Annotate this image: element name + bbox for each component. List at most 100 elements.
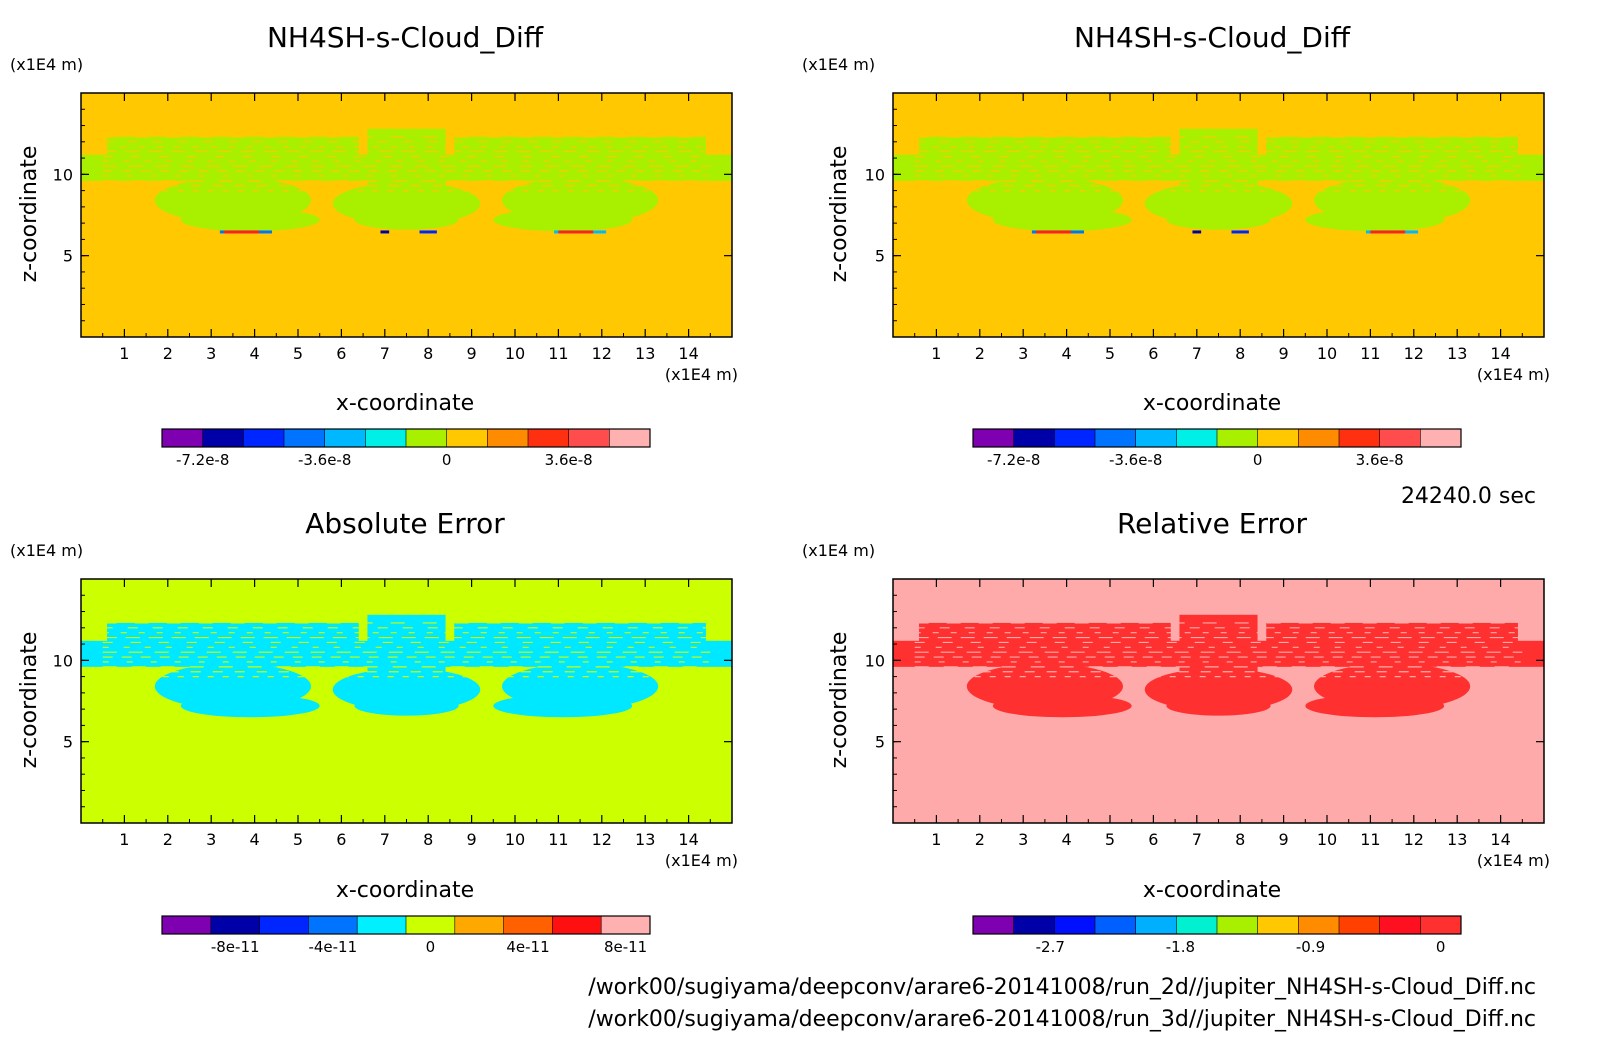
y-tick-label: 10: [53, 165, 73, 184]
y-unit-label: (x1E4 m): [10, 541, 83, 560]
colorbar-swatch: [1298, 916, 1340, 934]
cloud-base-right: [493, 694, 633, 718]
x-tick-label: 1: [931, 344, 941, 363]
cloud-pattern: [81, 128, 732, 234]
colorbar-label: -4e-11: [308, 938, 357, 956]
colorbar-label: 0: [1253, 451, 1263, 469]
x-tick-label: 7: [380, 344, 390, 363]
x-axis-label: x-coordinate: [336, 878, 474, 903]
cloud-base-center: [1166, 696, 1271, 716]
colorbar-swatch: [1013, 429, 1055, 447]
x-tick-label: 7: [1192, 344, 1202, 363]
x-tick-label: 11: [1360, 830, 1380, 849]
colorbar-label: 0: [1436, 938, 1446, 956]
cloud-feature: [1231, 230, 1249, 234]
y-axis-label: z-coordinate: [17, 632, 42, 769]
x-tick-label: 3: [1018, 344, 1028, 363]
colorbar-swatch: [324, 429, 366, 447]
colorbar-label: -0.9: [1296, 938, 1325, 956]
cloud-base-left: [180, 694, 320, 718]
cloud-band-top-right: [1266, 622, 1518, 645]
x-tick-label: 4: [250, 830, 260, 849]
x-axis-label: x-coordinate: [1143, 878, 1281, 903]
x-tick-label: 2: [975, 344, 985, 363]
colorbar-swatch: [259, 916, 309, 934]
colorbar-swatch: [162, 429, 204, 447]
colorbar-label: 0: [442, 451, 452, 469]
cloud-feature: [1036, 230, 1071, 234]
cloud-feature: [380, 230, 390, 234]
colorbar-label: -3.6e-8: [298, 451, 351, 469]
colorbar-swatch: [454, 916, 505, 934]
colorbar-swatch: [487, 429, 529, 447]
x-tick-label: 12: [592, 830, 612, 849]
x-tick-label: 6: [1148, 344, 1158, 363]
x-tick-label: 11: [548, 830, 568, 849]
colorbar-label: 3.6e-8: [545, 451, 593, 469]
y-tick-label: 10: [53, 651, 73, 670]
colorbar-swatch: [284, 429, 326, 447]
colorbar: -2.7 -1.8 -0.9 0: [972, 915, 1462, 956]
colorbar-swatch: [1095, 429, 1137, 447]
colorbar-swatch: [973, 429, 1015, 447]
x-tick-label: 13: [1447, 830, 1467, 849]
x-tick-label: 10: [505, 344, 525, 363]
colorbar-label: -8e-11: [211, 938, 260, 956]
x-tick-label: 13: [1447, 344, 1467, 363]
cloud-pattern: [81, 614, 732, 718]
colorbar-swatch: [1054, 916, 1096, 934]
x-tick-label: 4: [250, 344, 260, 363]
colorbar-swatch: [1013, 916, 1055, 934]
x-tick-label: 2: [975, 830, 985, 849]
cloud-base-right: [1305, 208, 1445, 232]
cloud-base-center: [1166, 210, 1271, 230]
colorbar-swatch: [1298, 429, 1340, 447]
x-tick-label: 5: [293, 830, 303, 849]
colorbar-label: 3.6e-8: [1356, 451, 1404, 469]
x-tick-label: 6: [336, 830, 346, 849]
panel-title: Relative Error: [1117, 507, 1308, 540]
cloud-feature: [419, 230, 437, 234]
x-unit-label: (x1E4 m): [665, 851, 738, 870]
x-tick-label: 8: [1235, 344, 1245, 363]
x-axis-label: x-coordinate: [336, 391, 474, 416]
colorbar-swatch: [1217, 916, 1259, 934]
y-axis-label: z-coordinate: [827, 632, 852, 769]
x-tick-label: 13: [635, 830, 655, 849]
x-tick-label: 12: [1404, 830, 1424, 849]
colorbar: -8e-11 -4e-11 0 4e-11 8e-11: [161, 915, 651, 956]
colorbar-swatch: [1176, 916, 1218, 934]
colorbar-swatch: [210, 916, 261, 934]
y-axis-label: z-coordinate: [17, 146, 42, 283]
cloud-band-top-right: [454, 136, 706, 159]
cloud-feature: [558, 230, 594, 234]
x-tick-label: 3: [1018, 830, 1028, 849]
cloud-base-left: [992, 208, 1132, 232]
colorbar-label: 8e-11: [604, 938, 647, 956]
colorbar-swatch: [406, 916, 456, 934]
x-tick-label: 11: [1360, 344, 1380, 363]
colorbar-swatch: [552, 916, 602, 934]
cloud-feature: [224, 230, 259, 234]
colorbar-label: -7.2e-8: [987, 451, 1040, 469]
x-tick-label: 4: [1062, 344, 1072, 363]
x-tick-label: 9: [467, 830, 477, 849]
panel-absolute-error: Absolute Error (x1E4 m) (x1E4 m) x-coord…: [10, 507, 738, 956]
colorbar-swatch: [973, 916, 1015, 934]
x-tick-label: 14: [678, 344, 698, 363]
x-tick-label: 1: [119, 344, 129, 363]
colorbar-swatch: [1420, 429, 1462, 447]
colorbar-swatch: [528, 429, 570, 447]
file-path-2d: /work00/sugiyama/deepconv/arare6-2014100…: [588, 975, 1536, 1000]
y-unit-label: (x1E4 m): [802, 55, 875, 74]
colorbar-swatch: [1339, 916, 1381, 934]
x-tick-label: 8: [1235, 830, 1245, 849]
y-unit-label: (x1E4 m): [802, 541, 875, 560]
colorbar-label: -3.6e-8: [1109, 451, 1162, 469]
colorbar-swatch: [1379, 916, 1421, 934]
x-unit-label: (x1E4 m): [1477, 851, 1550, 870]
cloud-band-top-left: [107, 622, 359, 645]
x-tick-label: 7: [380, 830, 390, 849]
cloud-pattern: [893, 614, 1544, 718]
colorbar-label: -7.2e-8: [176, 451, 229, 469]
